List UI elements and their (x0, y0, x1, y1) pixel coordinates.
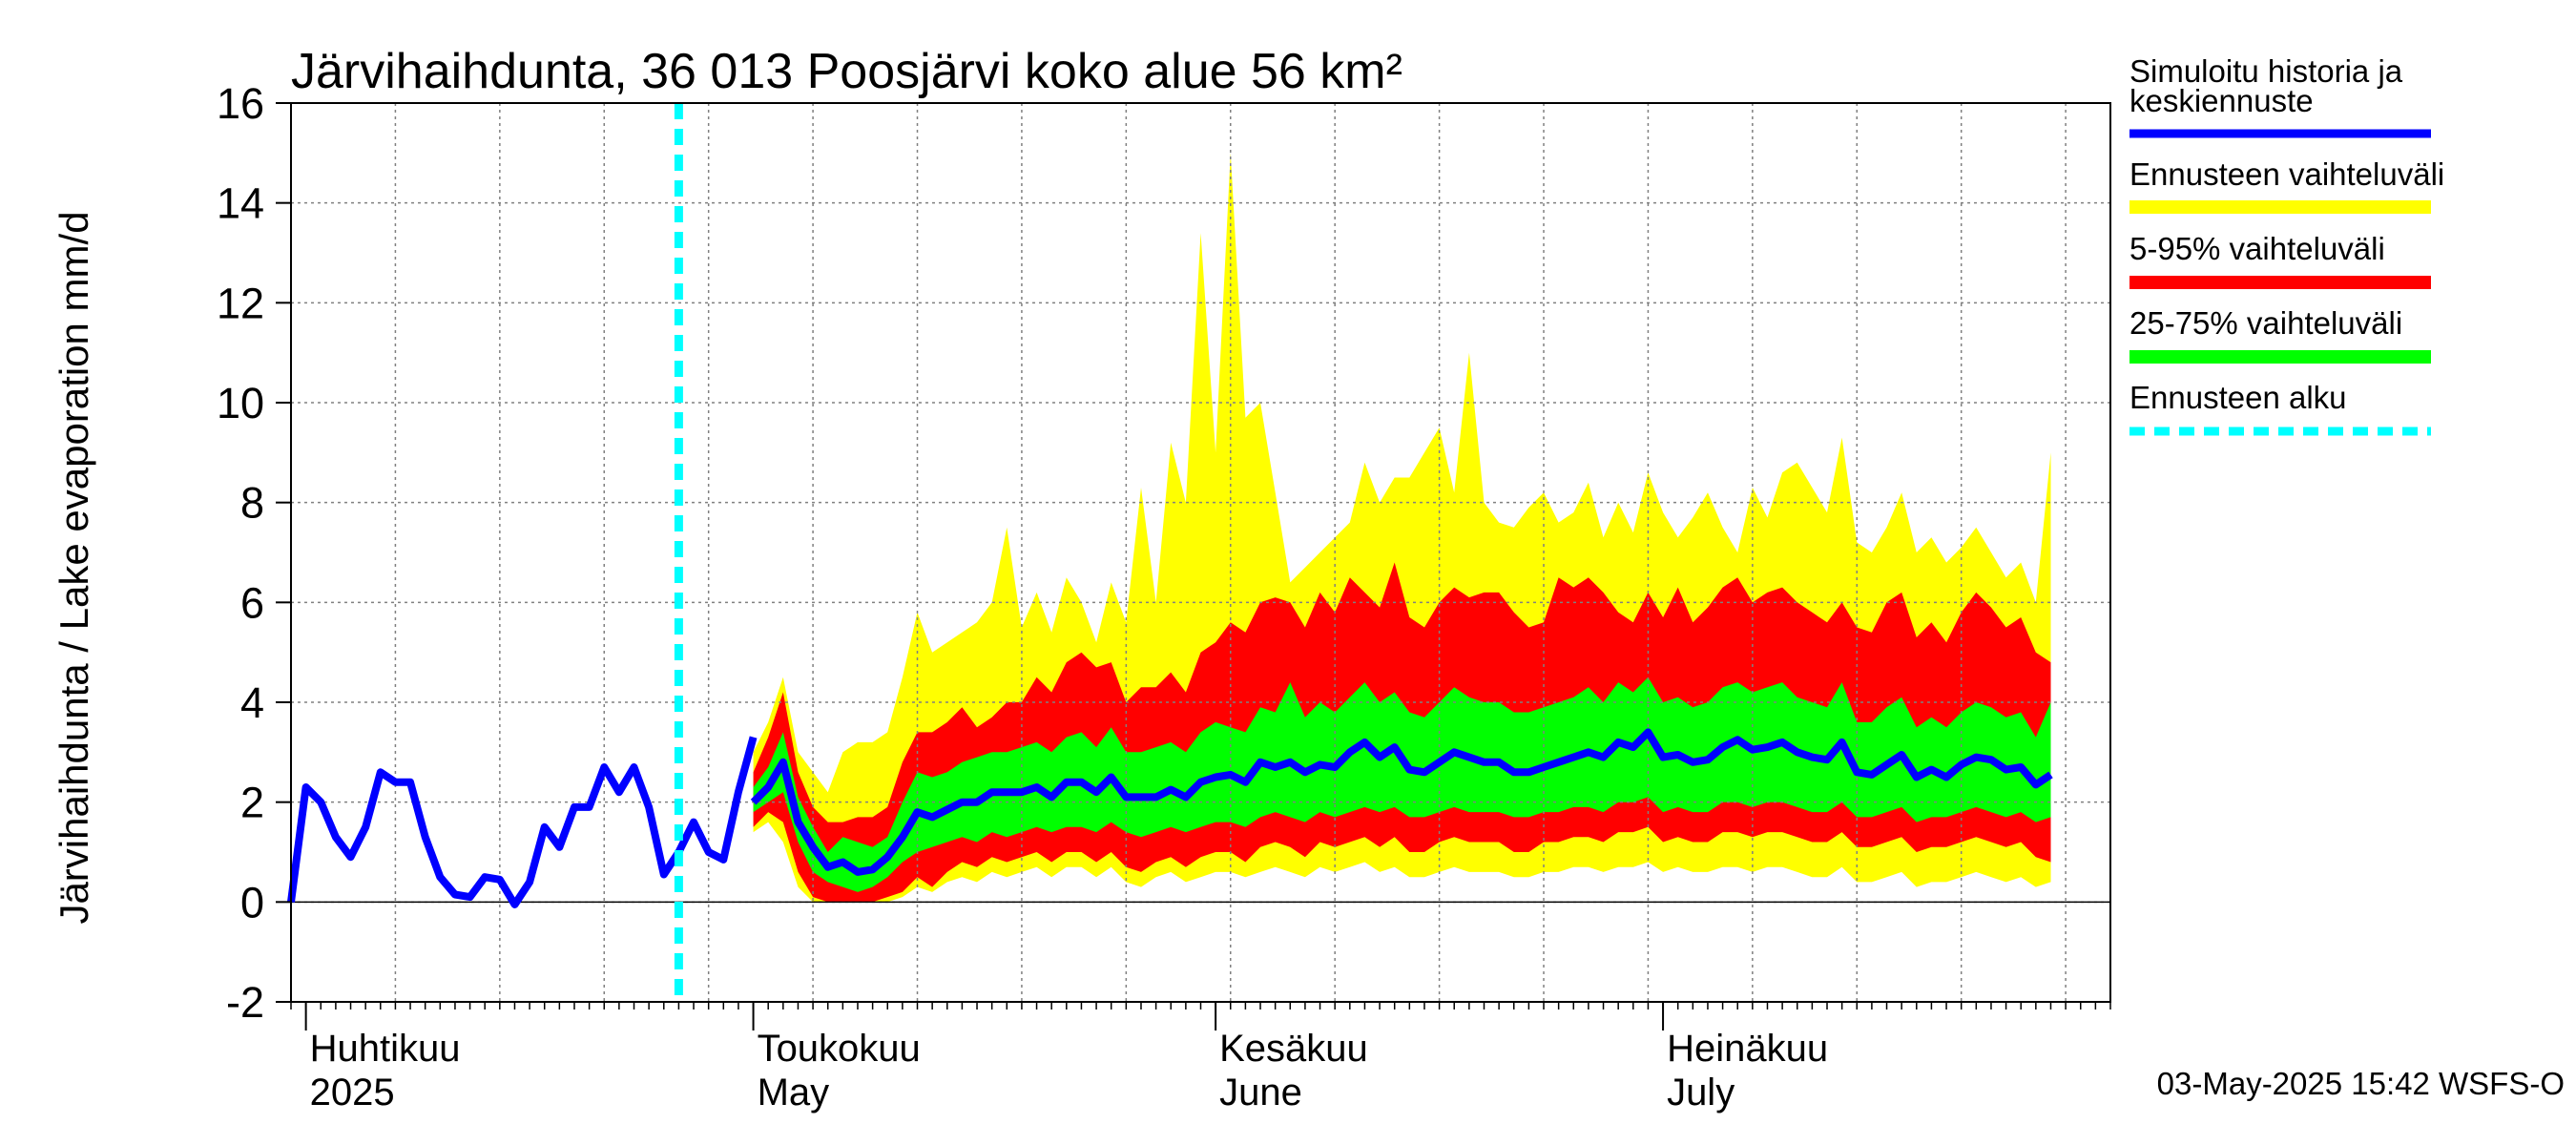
legend-label-range: Ennusteen vaihteluväli (2129, 156, 2444, 192)
x-month-label-en: May (758, 1072, 830, 1114)
y-tick-label: 12 (217, 279, 264, 327)
series-lines (287, 103, 2053, 1002)
y-tick-label: 16 (217, 79, 264, 128)
x-month-label-en: June (1219, 1072, 1302, 1114)
x-month-label-fi: Kesäkuu (1219, 1028, 1368, 1070)
y-tick-label: -2 (226, 978, 264, 1027)
x-month-label-fi: Heinäkuu (1667, 1028, 1828, 1070)
y-tick-label: 4 (240, 678, 264, 727)
chart-title: Järvihaihdunta, 36 013 Poosjärvi koko al… (291, 44, 1402, 99)
y-tick-label: 10 (217, 379, 264, 427)
median-forecast-line (750, 728, 2053, 876)
y-tick-label: 14 (217, 179, 264, 228)
x-month-label-fi: Toukokuu (758, 1028, 921, 1070)
y-tick-label: 0 (240, 878, 264, 926)
legend-label-forecast-start: Ennusteen alku (2129, 380, 2347, 415)
legend-label-history: Simuloitu historia ja (2129, 53, 2403, 89)
x-month-label-fi: Huhtikuu (310, 1028, 461, 1070)
x-month-label-en: July (1667, 1072, 1735, 1114)
timestamp: 03-May-2025 15:42 WSFS-O (2157, 1066, 2565, 1101)
legend-label-history-2: keskiennuste (2129, 83, 2314, 118)
legend-label-25-75: 25-75% vaihteluväli (2129, 305, 2402, 341)
y-axis-label: Järvihaihdunta / Lake evaporation mm/d (52, 211, 96, 924)
band-25-75 (753, 677, 2051, 892)
y-tick-label: 8 (240, 479, 264, 528)
history-line (287, 736, 758, 908)
y-tick-label: 6 (240, 578, 264, 627)
x-month-label-en: 2025 (310, 1072, 395, 1114)
legend-label-5-95: 5-95% vaihteluväli (2129, 231, 2385, 266)
forecast-bands (753, 153, 2051, 903)
y-tick-label: 2 (240, 779, 264, 827)
